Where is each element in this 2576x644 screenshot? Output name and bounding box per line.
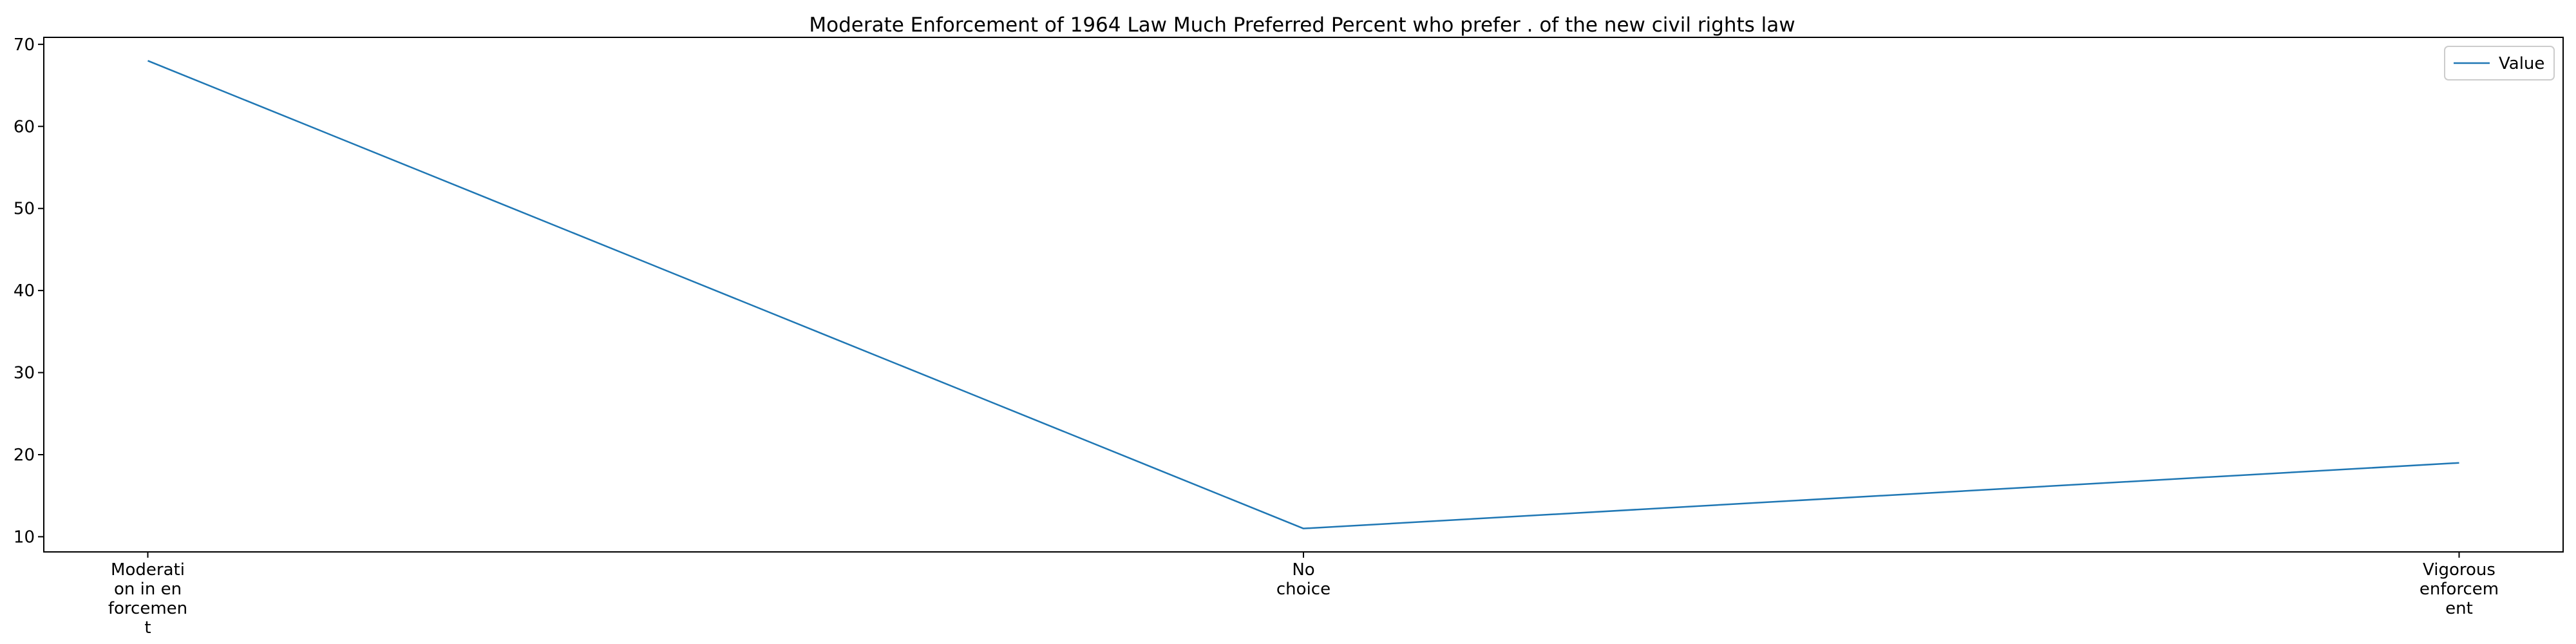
y-axis: 10 20 30 40 50 60 70 bbox=[14, 35, 44, 547]
x-axis: Moderati on in en forcemen t No choice Vigorou… bbox=[108, 552, 2499, 638]
x-tick-label-line: on in en bbox=[114, 580, 182, 599]
legend[interactable]: Value bbox=[2444, 46, 2555, 80]
x-tick-label: No choice bbox=[1276, 560, 1331, 599]
x-tick-label-line: t bbox=[144, 618, 151, 638]
y-tick-label: 60 bbox=[14, 117, 35, 137]
y-tick-label: 70 bbox=[14, 35, 35, 55]
y-tick-label: 20 bbox=[14, 446, 35, 465]
x-tick-label-line: choice bbox=[1276, 580, 1331, 599]
y-tick-label: 40 bbox=[14, 281, 35, 301]
x-tick-label-line: enforcem bbox=[2420, 580, 2499, 599]
x-tick-label-line: Moderati bbox=[111, 560, 185, 580]
x-tick-label-line: ent bbox=[2445, 599, 2473, 618]
y-tick-label: 30 bbox=[14, 364, 35, 383]
series-line-value bbox=[147, 60, 2459, 529]
x-tick-label: Moderati on in en forcemen t bbox=[108, 560, 187, 638]
y-tick-label: 50 bbox=[14, 200, 35, 219]
legend-box bbox=[2444, 46, 2555, 80]
chart-title: Moderate Enforcement of 1964 Law Much Pr… bbox=[809, 14, 1795, 37]
x-tick-label: Vigorous enforcem ent bbox=[2420, 560, 2499, 618]
legend-label[interactable]: Value bbox=[2499, 54, 2544, 73]
x-tick-label-line: No bbox=[1292, 560, 1314, 580]
x-tick-label-line: forcemen bbox=[108, 599, 187, 618]
x-tick-label-line: Vigorous bbox=[2423, 560, 2496, 580]
series-layer bbox=[147, 60, 2459, 529]
y-tick-label: 10 bbox=[14, 527, 35, 547]
